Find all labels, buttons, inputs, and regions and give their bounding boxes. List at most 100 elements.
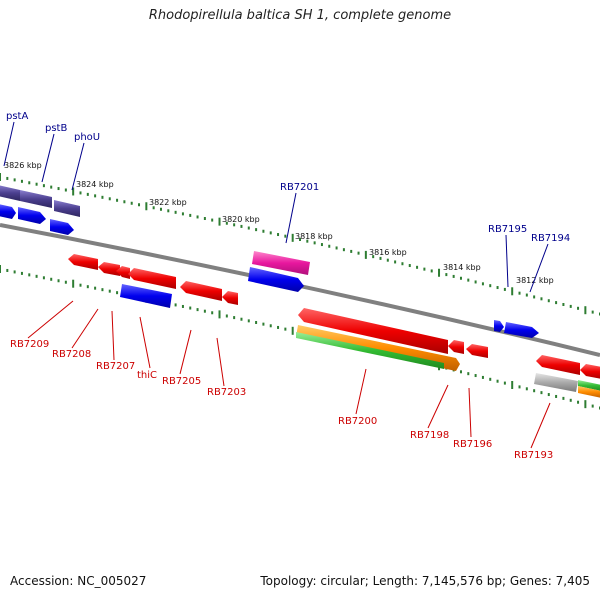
gene-pstB — [20, 190, 52, 208]
tick-minor — [196, 308, 199, 312]
gene-label: RB7200 — [338, 416, 377, 427]
tick-minor — [211, 311, 214, 315]
reverse-genes — [68, 254, 600, 398]
tick-minor — [42, 184, 45, 188]
scale-label: 3824 kbp — [76, 180, 114, 189]
tick-minor — [525, 387, 528, 391]
gene-label: pstB — [45, 123, 67, 134]
gene-red-4 — [448, 340, 464, 354]
tick-major — [0, 173, 1, 181]
tick-minor — [108, 289, 111, 293]
tick-minor — [28, 181, 31, 185]
gene-green-2 — [578, 380, 600, 391]
gene-label: RB7205 — [162, 376, 201, 387]
tick-minor — [313, 241, 316, 245]
tick-minor — [152, 206, 155, 210]
tick-minor — [225, 314, 228, 318]
gene-green-1 — [296, 332, 444, 369]
tick-minor — [203, 217, 206, 221]
tick-minor — [35, 274, 38, 278]
scale-label: 3826 kbp — [4, 161, 42, 170]
tick-row-forward — [0, 173, 600, 316]
scale-label: 3818 kbp — [295, 232, 333, 241]
gene-RB7195 — [494, 320, 504, 332]
gene-gray-1 — [534, 373, 578, 392]
gene-label: RB7208 — [52, 349, 91, 360]
tick-minor — [269, 231, 272, 235]
tick-major — [145, 202, 148, 211]
gene-RB7200 — [298, 308, 448, 354]
tick-minor — [262, 322, 265, 326]
tick-minor — [555, 301, 558, 305]
tick-minor — [79, 191, 82, 195]
tick-minor — [262, 229, 265, 233]
tick-minor — [203, 309, 206, 313]
tick-minor — [489, 284, 492, 288]
gene-label: RB7198 — [410, 430, 449, 441]
scale-label: 3816 kbp — [369, 248, 407, 257]
tick-minor — [13, 270, 16, 274]
tick-major — [291, 326, 294, 335]
tick-minor — [555, 394, 558, 398]
gene-label: thiC — [137, 370, 157, 381]
tick-minor — [42, 276, 45, 280]
tick-minor — [284, 234, 287, 238]
gene-pstA — [0, 185, 20, 201]
tick-minor — [525, 293, 528, 297]
tick-minor — [423, 267, 426, 271]
tick-minor — [20, 271, 23, 275]
gene-RB7205 — [128, 268, 176, 289]
gene-label: phoU — [74, 132, 100, 143]
gene-blue-2 — [18, 207, 46, 224]
tick-minor — [240, 317, 243, 321]
tick-major — [511, 287, 514, 296]
tick-minor — [569, 398, 572, 402]
tick-minor — [138, 203, 141, 207]
tick-minor — [211, 218, 214, 222]
tick-minor — [167, 209, 170, 213]
tick-minor — [416, 265, 419, 269]
gene-phoU — [54, 200, 80, 217]
tick-minor — [64, 280, 67, 284]
tick-minor — [57, 279, 60, 283]
tick-minor — [94, 286, 97, 290]
tick-minor — [50, 185, 53, 189]
tick-minor — [569, 304, 572, 308]
tick-major — [72, 187, 75, 196]
gene-blue-4 — [248, 267, 304, 292]
gene-RB7208 — [98, 262, 120, 276]
tick-minor — [189, 213, 192, 217]
tick-minor — [459, 276, 462, 280]
tick-minor — [357, 251, 360, 255]
tick-minor — [408, 264, 411, 268]
tick-minor — [20, 179, 23, 183]
tick-minor — [35, 182, 38, 186]
tick-major — [218, 310, 221, 319]
tick-major — [511, 380, 514, 389]
gene-red-2 — [180, 281, 222, 301]
tick-minor — [299, 238, 301, 241]
tick-minor — [174, 303, 177, 307]
tick-minor — [79, 283, 82, 287]
tick-minor — [489, 377, 492, 381]
tick-minor — [467, 278, 470, 282]
tick-minor — [174, 210, 177, 214]
tick-minor — [269, 324, 272, 328]
tick-minor — [591, 310, 594, 314]
tick-minor — [320, 243, 323, 247]
tick-minor — [335, 246, 338, 250]
gene-RB7207 — [116, 266, 130, 279]
gene-RB7196 — [466, 344, 488, 358]
tick-minor — [474, 280, 477, 284]
tick-major — [72, 279, 75, 288]
tick-minor — [562, 396, 565, 400]
gene-RB7209 — [68, 254, 98, 270]
tick-minor — [372, 255, 375, 259]
tick-minor — [86, 192, 89, 196]
scale-label: 3814 kbp — [443, 263, 481, 272]
tick-minor — [86, 285, 89, 289]
tick-minor — [533, 389, 536, 393]
tick-minor — [562, 303, 565, 307]
accession-text: Accession: NC_005027 — [10, 574, 147, 588]
